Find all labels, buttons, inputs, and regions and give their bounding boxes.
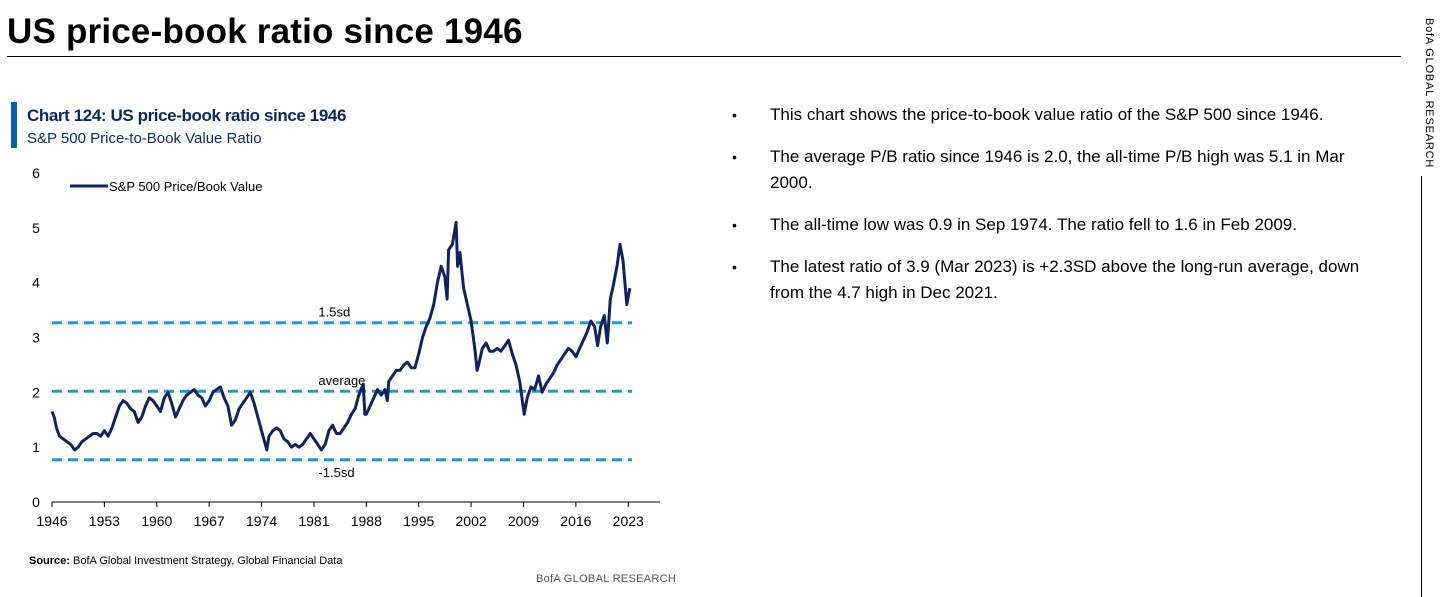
chart-title: Chart 124: US price-book ratio since 194… [27,106,347,125]
bullet-icon: • [732,259,737,275]
chart-brand: BofA GLOBAL RESEARCH [536,573,677,585]
reference-line-label: -1.5sd [318,465,354,480]
x-tick-label: 1967 [194,513,225,529]
side-divider [1421,176,1422,597]
x-tick-label: 2009 [508,513,539,529]
x-tick-label: 1974 [246,513,277,529]
y-tick-label: 3 [32,330,40,346]
bullet-icon: • [732,149,737,165]
chart-source: Source: BofA Global Investment Strategy,… [29,555,342,567]
x-tick-label: 1946 [36,513,67,529]
x-tick-label: 1953 [89,513,120,529]
commentary-text: The average P/B ratio since 1946 is 2.0,… [770,147,1345,192]
commentary-list: • This chart shows the price-to-book valu… [732,102,1382,322]
chart-subtitle: S&P 500 Price-to-Book Value Ratio [27,130,262,147]
reference-line-label: 1.5sd [318,305,350,320]
y-tick-label: 1 [32,439,40,455]
y-tick-label: 6 [32,165,40,181]
x-tick-label: 1988 [351,513,382,529]
commentary-item: • The latest ratio of 3.9 (Mar 2023) is +… [732,254,1382,306]
y-tick-label: 2 [32,384,40,400]
commentary-text: This chart shows the price-to-book value… [770,105,1324,124]
reference-line-label: average [318,373,365,388]
series-line [50,220,632,452]
commentary-text: The latest ratio of 3.9 (Mar 2023) is +2… [770,257,1360,302]
side-brand-label: BofA GLOBAL RESEARCH [1423,18,1435,169]
source-text: BofA Global Investment Strategy, Global … [73,555,343,567]
chart-accent-bar [11,102,17,148]
bullet-icon: • [732,217,737,233]
chart-canvas: 0 1 2 3 4 5 6 1946 1953 1960 1967 1974 1981 1988 1995 2… [32,165,660,529]
page-title: US price-book ratio since 1946 [7,12,523,51]
x-tick-label: 1995 [403,513,434,529]
y-tick-label: 0 [32,494,40,510]
y-tick-label: 5 [32,220,40,236]
title-divider [7,56,1401,57]
x-tick-label: 1960 [141,513,172,529]
commentary-item: • The all-time low was 0.9 in Sep 1974. T… [732,212,1382,238]
legend-label: S&P 500 Price/Book Value [109,179,262,194]
commentary-item: • This chart shows the price-to-book valu… [732,102,1382,128]
x-tick-label: 2002 [456,513,487,529]
y-tick-label: 4 [32,275,40,291]
commentary-text: The all-time low was 0.9 in Sep 1974. Th… [770,215,1297,234]
commentary-item: • The average P/B ratio since 1946 is 2.0… [732,144,1382,196]
source-label: Source: [29,555,70,567]
x-tick-label: 2023 [613,513,644,529]
x-tick-label: 2016 [560,513,591,529]
x-tick-label: 1981 [298,513,329,529]
bullet-icon: • [732,107,737,123]
